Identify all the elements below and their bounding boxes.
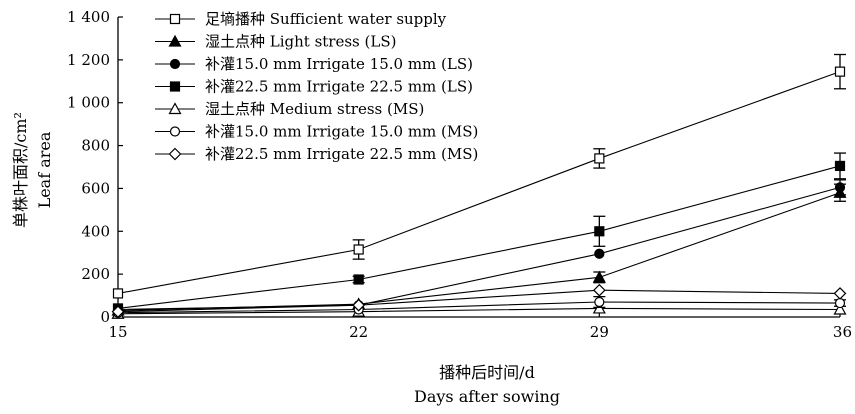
- series-1: [112, 53, 846, 299]
- data-point: [834, 66, 846, 77]
- y-tick-label: 400: [81, 222, 110, 240]
- data-point: [834, 160, 846, 172]
- series-group: [111, 53, 847, 319]
- y-tick-label: 800: [81, 137, 110, 155]
- y-tick-label: 0: [100, 308, 110, 326]
- x-axis-title: 播种后时间/d: [439, 363, 535, 382]
- legend-marker: [169, 58, 181, 70]
- x-tick-label: 29: [590, 323, 609, 341]
- data-point: [594, 226, 605, 237]
- data-point: [594, 296, 605, 308]
- legend-item-7: 补灌22.5 mm Irrigate 22.5 mm (MS): [155, 145, 478, 163]
- series-line: [117, 301, 841, 314]
- data-point: [594, 248, 605, 259]
- data-point: [353, 274, 364, 285]
- y-tick-label: 1 400: [67, 8, 110, 26]
- data-point: [834, 297, 846, 309]
- series-6: [112, 295, 846, 318]
- data-point: [834, 182, 846, 193]
- legend-label: 湿土点种 Light stress (LS): [205, 33, 396, 51]
- y-axis-title: 单株叶面积/cm²: [11, 112, 30, 228]
- y-tick-label: 600: [81, 179, 110, 197]
- legend-label: 补灌15.0 mm Irrigate 15.0 mm (LS): [205, 55, 473, 73]
- series-4: [112, 152, 846, 314]
- legend-item-3: 补灌15.0 mm Irrigate 15.0 mm (LS): [155, 55, 473, 73]
- data-point: [592, 270, 606, 283]
- series-line: [117, 307, 841, 315]
- series-line: [117, 192, 841, 312]
- series-line: [117, 71, 841, 294]
- legend-item-1: 足墒播种 Sufficient water supply: [155, 10, 447, 28]
- legend-item-5: 湿土点种 Medium stress (MS): [155, 100, 424, 118]
- legend-label: 补灌15.0 mm Irrigate 15.0 mm (MS): [205, 123, 478, 141]
- x-tick-label: 15: [108, 323, 127, 341]
- series-line: [117, 165, 841, 309]
- series-3: [112, 179, 846, 315]
- y-axis-title-en: Leaf area: [35, 131, 54, 208]
- data-point: [833, 302, 847, 315]
- series-7: [111, 283, 847, 318]
- data-point: [592, 283, 606, 297]
- legend-item-2: 湿土点种 Light stress (LS): [155, 33, 396, 51]
- data-point: [594, 153, 605, 164]
- legend: 足墒播种 Sufficient water supply 湿土点种 Light s…: [155, 10, 478, 163]
- legend-marker: [169, 81, 181, 92]
- y-tick-label: 200: [81, 265, 110, 283]
- x-axis-title-en: Days after sowing: [414, 387, 560, 406]
- data-point: [833, 287, 847, 300]
- y-tick-label: 1 200: [67, 51, 110, 69]
- legend-label: 湿土点种 Medium stress (MS): [205, 100, 424, 118]
- legend-marker: [169, 126, 181, 137]
- series-line: [117, 289, 841, 313]
- legend-marker: [168, 102, 182, 115]
- axes: 0 200 400 600 800 1 000 1 200 1 400 15 22 29 36: [67, 8, 852, 341]
- data-point: [352, 298, 366, 312]
- legend-item-4: 补灌22.5 mm Irrigate 22.5 mm (LS): [155, 78, 473, 96]
- series-line: [117, 186, 841, 311]
- x-tick-label: 22: [349, 323, 368, 341]
- y-tick-label: 1 000: [67, 94, 110, 112]
- x-tick-label: 36: [833, 323, 852, 341]
- data-point: [353, 244, 364, 255]
- data-point: [111, 305, 125, 318]
- legend-label: 补灌22.5 mm Irrigate 22.5 mm (LS): [205, 78, 473, 96]
- legend-marker: [169, 13, 181, 25]
- legend-marker: [168, 34, 182, 47]
- legend-marker: [168, 147, 182, 161]
- data-point: [112, 288, 124, 299]
- legend-label: 补灌22.5 mm Irrigate 22.5 mm (MS): [205, 145, 478, 163]
- legend-item-6: 补灌15.0 mm Irrigate 15.0 mm (MS): [155, 123, 478, 141]
- legend-label: 足墒播种 Sufficient water supply: [205, 10, 447, 28]
